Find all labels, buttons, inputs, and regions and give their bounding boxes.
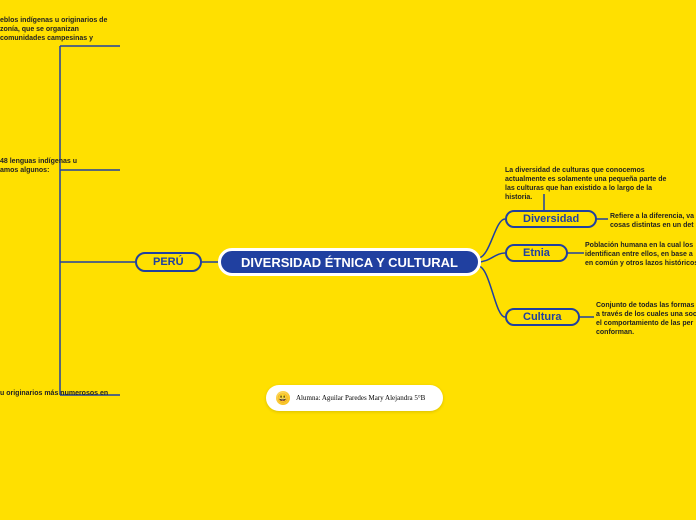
- text-numerosos: u originarios más numerosos en: [0, 389, 140, 398]
- credit-pill: 😃 Alumna: Aguilar Paredes Mary Alejandra…: [266, 385, 443, 411]
- text-pueblos: eblos indígenas u originarios dezonía, q…: [0, 16, 130, 43]
- node-diversidad-label: Diversidad: [523, 213, 579, 225]
- text-lenguas: 48 lenguas indígenas uamos algunos:: [0, 157, 130, 175]
- node-peru[interactable]: PERÚ: [135, 252, 202, 272]
- text-diversidad-right: Refiere a la diferencia, vacosas distint…: [610, 212, 696, 230]
- node-diversidad[interactable]: Diversidad: [505, 210, 597, 228]
- text-etnia: Población humana en la cual losidentific…: [585, 241, 696, 268]
- node-etnia-label: Etnia: [523, 247, 550, 259]
- node-cultura-label: Cultura: [523, 311, 562, 323]
- mindmap-canvas: DIVERSIDAD ÉTNICA Y CULTURAL PERÚ Divers…: [0, 0, 696, 520]
- node-cultura[interactable]: Cultura: [505, 308, 580, 326]
- smile-icon: 😃: [276, 391, 290, 405]
- credit-text: Alumna: Aguilar Paredes Mary Alejandra 5…: [296, 394, 425, 402]
- node-etnia[interactable]: Etnia: [505, 244, 568, 262]
- central-label: DIVERSIDAD ÉTNICA Y CULTURAL: [241, 255, 458, 270]
- central-node[interactable]: DIVERSIDAD ÉTNICA Y CULTURAL: [218, 248, 481, 276]
- text-diversidad-top: La diversidad de culturas que conocemosa…: [505, 166, 685, 202]
- node-peru-label: PERÚ: [153, 256, 184, 268]
- text-cultura: Conjunto de todas las formasa través de …: [596, 301, 696, 337]
